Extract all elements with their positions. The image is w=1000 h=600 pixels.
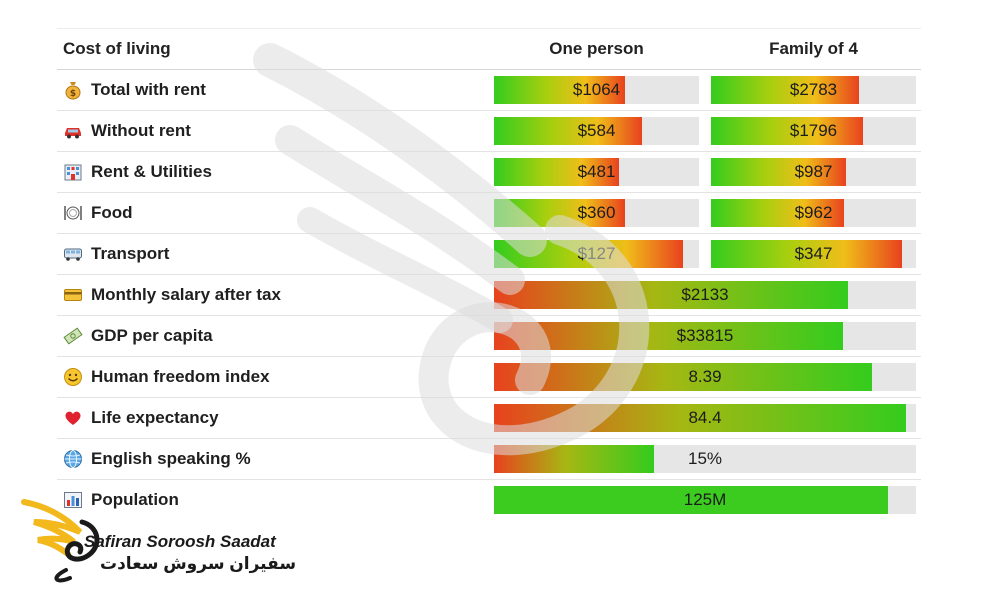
value-label: 84.4 xyxy=(688,408,722,427)
smiley-icon xyxy=(63,367,83,387)
label-total-with-rent: Total with rent xyxy=(91,80,206,99)
bar-indicator: $33815 xyxy=(494,322,916,350)
logo-name-en: Safiran Soroosh Saadat xyxy=(84,532,276,551)
header-family-of-4: Family of 4 xyxy=(769,39,858,58)
car-icon xyxy=(63,121,83,141)
label-english-speaking: English speaking % xyxy=(91,449,251,468)
bar-indicator: 15% xyxy=(494,445,916,473)
plate-icon xyxy=(63,203,83,223)
label-life-expectancy: Life expectancy xyxy=(91,408,219,427)
bar-family: $1796 xyxy=(711,117,916,145)
bar-family: $962 xyxy=(711,199,916,227)
row-food: Food $360 $962 xyxy=(57,193,921,234)
value-label: $33815 xyxy=(676,326,734,345)
wing-logo-icon xyxy=(21,499,100,583)
label-monthly-salary: Monthly salary after tax xyxy=(91,285,281,304)
table-header: Cost of living One person Family of 4 xyxy=(57,28,921,70)
bar-fill xyxy=(711,76,859,104)
row-gdp-per-capita: GDP per capita $33815 xyxy=(57,316,921,357)
bar-one-person: $481 xyxy=(494,158,699,186)
credit-card-icon xyxy=(63,285,83,305)
header-cost-of-living: Cost of living xyxy=(63,39,171,58)
bar-family: $2783 xyxy=(711,76,916,104)
row-life-expectancy: Life expectancy 84.4 xyxy=(57,398,921,439)
cost-of-living-table: Cost of living One person Family of 4 $ … xyxy=(57,28,921,520)
logo-name-fa: سفیران سروش سعادت xyxy=(100,554,297,573)
row-rent-utilities: Rent & Utilities $481 $987 xyxy=(57,152,921,193)
value-label: $987 xyxy=(794,162,833,181)
row-monthly-salary: Monthly salary after tax $2133 xyxy=(57,275,921,316)
value-label: $2133 xyxy=(681,285,729,304)
row-total-with-rent: $ Total with rent $1064 $2783 xyxy=(57,70,921,111)
bar-fill xyxy=(494,486,889,514)
value-label: $962 xyxy=(794,203,833,222)
value-label: $1796 xyxy=(789,121,838,140)
svg-text:$: $ xyxy=(70,89,76,99)
bar-fill xyxy=(711,117,863,145)
brand-logo: Safiran Soroosh Saadat سفیران سروش سعادت xyxy=(20,492,296,588)
money-icon xyxy=(63,326,83,346)
value-label: $1064 xyxy=(572,80,621,99)
bar-one-person: $584 xyxy=(494,117,699,145)
header-one-person: One person xyxy=(549,39,644,58)
value-label: $360 xyxy=(577,203,616,222)
bar-fill xyxy=(711,240,902,268)
value-label: $347 xyxy=(794,244,833,263)
value-label: $584 xyxy=(577,121,616,140)
globe-icon xyxy=(63,449,83,469)
value-label: 8.39 xyxy=(688,367,722,386)
row-population: Population 125M xyxy=(57,480,921,520)
value-label: 15% xyxy=(687,449,723,468)
label-food: Food xyxy=(91,203,133,222)
bar-one-person: $127 xyxy=(494,240,699,268)
bus-icon xyxy=(63,244,83,264)
value-label: $2783 xyxy=(789,80,838,99)
label-human-freedom-index: Human freedom index xyxy=(91,367,270,386)
hotel-icon xyxy=(63,162,83,182)
label-without-rent: Without rent xyxy=(91,121,191,140)
bar-one-person: $360 xyxy=(494,199,699,227)
bar-indicator: 84.4 xyxy=(494,404,916,432)
row-without-rent: Without rent $584 $1796 xyxy=(57,111,921,152)
bar-one-person: $1064 xyxy=(494,76,699,104)
value-label: $481 xyxy=(577,162,616,181)
label-transport: Transport xyxy=(91,244,170,263)
value-label: $127 xyxy=(577,244,616,263)
bar-family: $987 xyxy=(711,158,916,186)
row-transport: Transport $127 $347 xyxy=(57,234,921,275)
bar-indicator: 125M xyxy=(494,486,916,514)
bar-indicator: $2133 xyxy=(494,281,916,309)
label-population: Population xyxy=(91,490,179,509)
bar-indicator: 8.39 xyxy=(494,363,916,391)
bar-fill xyxy=(711,158,847,186)
label-rent-utilities: Rent & Utilities xyxy=(91,162,212,181)
bar-fill xyxy=(711,199,845,227)
bar-family: $347 xyxy=(711,240,916,268)
row-english-speaking: English speaking % 15% xyxy=(57,439,921,480)
value-label: 125M xyxy=(683,490,727,509)
heart-icon xyxy=(63,408,83,428)
money-bag-icon: $ xyxy=(63,80,83,100)
bar-chart-icon xyxy=(63,490,83,510)
label-gdp-per-capita: GDP per capita xyxy=(91,326,213,345)
row-human-freedom-index: Human freedom index 8.39 xyxy=(57,357,921,398)
